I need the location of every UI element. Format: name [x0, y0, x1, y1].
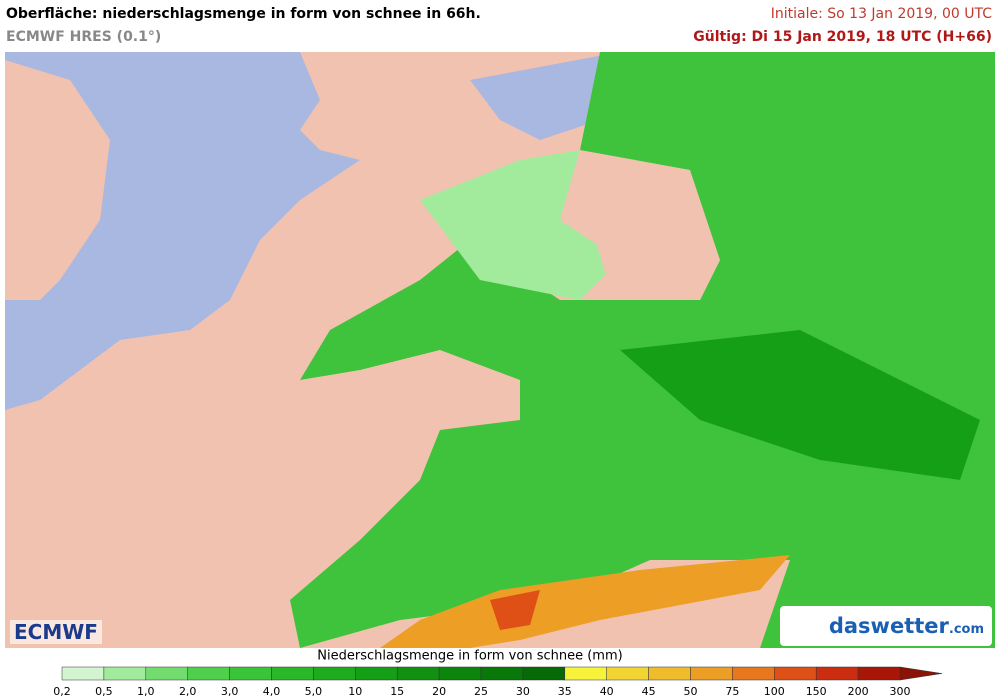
legend-label: 10	[348, 685, 362, 698]
legend-label: 0,2	[53, 685, 71, 698]
legend-label: 0,5	[95, 685, 113, 698]
legend-label: 1,0	[137, 685, 155, 698]
legend-arrow	[899, 666, 942, 681]
legend-label: 100	[764, 685, 785, 698]
daswetter-logo: daswetter.com	[780, 606, 992, 646]
legend-swatch	[313, 666, 356, 681]
legend-label: 300	[890, 685, 911, 698]
legend-label: 30	[516, 685, 530, 698]
alps-snow	[380, 555, 790, 648]
legend-swatch	[815, 666, 859, 681]
alps-peak	[490, 590, 540, 630]
legend-label: 2,0	[179, 685, 197, 698]
legend-swatch	[522, 666, 566, 681]
legend-swatch	[187, 666, 230, 681]
legend-label: 4,0	[263, 685, 281, 698]
legend-label: 25	[474, 685, 488, 698]
valid-time: Gültig: Di 15 Jan 2019, 18 UTC (H+66)	[693, 29, 992, 45]
legend-swatch	[355, 666, 398, 681]
legend-label: 45	[642, 685, 656, 698]
legend-swatch	[145, 666, 188, 681]
legend-swatch	[103, 666, 147, 681]
snow-light	[420, 150, 620, 300]
legend-label: 15	[390, 685, 404, 698]
legend-label: 200	[848, 685, 869, 698]
legend-label: 20	[432, 685, 446, 698]
legend-swatch	[229, 666, 272, 681]
legend-swatch	[271, 666, 314, 681]
legend-label: 50	[684, 685, 698, 698]
subtitle: ECMWF HRES (0.1°)	[6, 29, 162, 45]
ecmwf-logo: ECMWF	[10, 620, 102, 644]
legend-label: 35	[558, 685, 572, 698]
title: Oberfläche: niederschlagsmenge in form v…	[6, 6, 481, 22]
legend-swatch	[732, 666, 775, 681]
daswetter-name: daswetter	[828, 614, 949, 638]
dry-area	[580, 150, 720, 300]
denmark	[410, 52, 470, 130]
legend-swatch	[857, 666, 901, 681]
britain	[5, 60, 110, 300]
legend-swatch	[774, 666, 817, 681]
initial-time: Initiale: So 13 Jan 2019, 00 UTC	[770, 6, 992, 22]
legend-swatch	[396, 666, 440, 681]
legend-label: 5,0	[305, 685, 323, 698]
legend-label: 3,0	[221, 685, 239, 698]
snow-heavy	[620, 330, 980, 480]
legend-swatch	[690, 666, 733, 681]
legend-swatch	[648, 666, 691, 681]
legend: 0,2 0,5 1,0 2,0 3,0 4,0 5,0 10 15 20 25 30 35 40 45 50 7…	[53, 666, 942, 698]
legend-label: 150	[806, 685, 827, 698]
legend-label: 40	[600, 685, 614, 698]
legend-swatch	[438, 666, 482, 681]
legend-title: Niederschlagsmenge in form von schnee (m…	[317, 649, 622, 664]
daswetter-suffix: .com	[948, 622, 984, 637]
legend-swatch	[61, 666, 105, 681]
baltic	[470, 52, 620, 140]
legend-swatch	[564, 666, 607, 681]
legend-swatch	[606, 666, 649, 681]
legend-label: 75	[725, 685, 739, 698]
legend-swatch	[480, 666, 524, 681]
